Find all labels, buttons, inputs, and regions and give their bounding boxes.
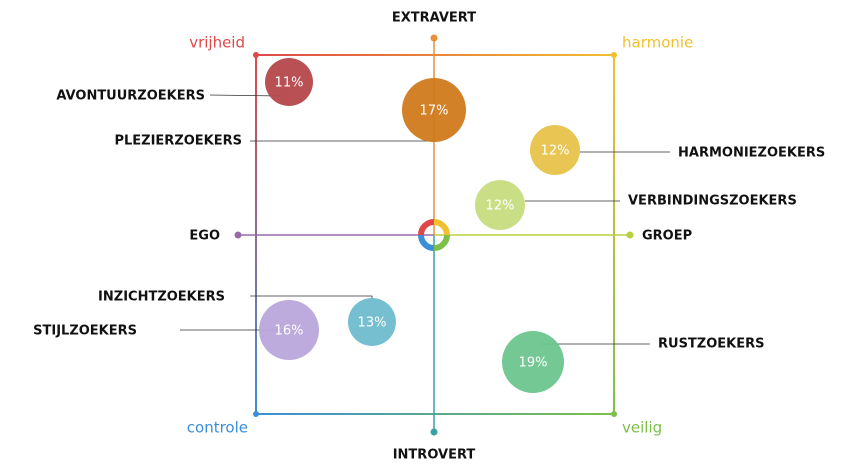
corner-label: harmonie xyxy=(622,34,693,52)
corner-label: vrijheid xyxy=(189,34,245,52)
dot xyxy=(626,231,634,239)
axis-label: EXTRAVERT xyxy=(392,11,476,26)
dot xyxy=(611,411,617,417)
dot xyxy=(430,34,438,42)
bubble xyxy=(502,331,564,393)
node-label: VERBINDINGSZOEKERS xyxy=(628,194,797,209)
bubble-share: 16% xyxy=(275,324,304,339)
node-label: STIJLZOEKERS xyxy=(33,324,137,339)
node-label: RUSTZOEKERS xyxy=(658,337,764,352)
node-label: HARMONIEZOEKERS xyxy=(678,146,825,161)
bubble xyxy=(259,300,319,360)
bubble xyxy=(348,298,396,346)
leader-line xyxy=(250,295,373,300)
ring-part xyxy=(433,234,450,251)
bubble-share: 19% xyxy=(519,356,548,371)
bubble-share: 12% xyxy=(541,144,570,159)
node-label: PLEZIERZOEKERS xyxy=(114,134,242,149)
bubble-share: 17% xyxy=(420,104,449,119)
axis-label: INTROVERT xyxy=(393,448,476,463)
bubble-share: 11% xyxy=(275,76,304,91)
corner-label: controle xyxy=(187,419,248,437)
dot xyxy=(253,52,259,58)
bubble-share: 13% xyxy=(358,316,387,331)
bubble-share: 12% xyxy=(486,199,515,214)
dot xyxy=(430,428,438,436)
bubble xyxy=(402,78,466,142)
node-label: AVONTUURZOEKERS xyxy=(56,89,205,104)
axis-label: GROEP xyxy=(642,229,692,244)
edge-bottom xyxy=(255,413,615,415)
ring-part xyxy=(433,219,450,236)
corner-label: veilig xyxy=(622,419,662,437)
dot xyxy=(253,411,259,417)
dot xyxy=(611,52,617,58)
bubble xyxy=(475,180,525,230)
bubble xyxy=(530,125,580,175)
axis-label: EGO xyxy=(189,229,220,244)
node-label: INZICHTZOEKERS xyxy=(98,290,225,305)
edge-top xyxy=(255,54,615,56)
dot xyxy=(234,231,242,239)
ring-part xyxy=(418,234,435,251)
bubble xyxy=(265,58,313,106)
frame xyxy=(234,34,634,436)
ring-part xyxy=(418,219,435,236)
center-ring xyxy=(418,219,450,251)
